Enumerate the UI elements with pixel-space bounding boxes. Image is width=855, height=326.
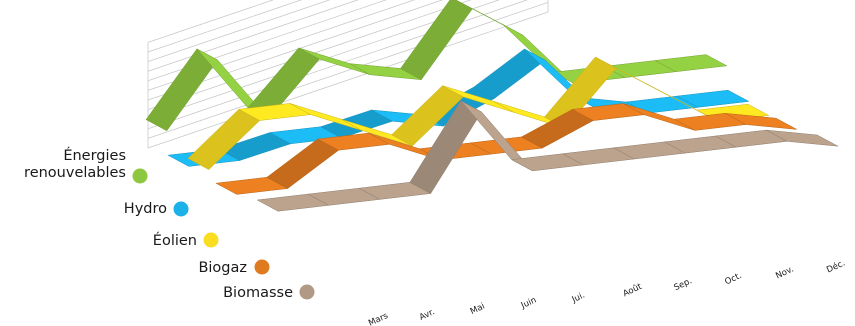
month-axis: MarsAvr.MaiJuinJui.AoûtSep.Oct.Nov.Déc.J… — [367, 257, 847, 326]
series-ribbon-3 — [215, 103, 797, 195]
ribbon-segment — [654, 54, 728, 72]
month-label: Avr. — [418, 307, 437, 323]
series-ribbon-0 — [145, 0, 728, 132]
month-label: Mars — [367, 311, 390, 326]
month-label: Jui. — [570, 291, 587, 306]
gridline — [147, 0, 444, 101]
month-label: Sep. — [673, 276, 694, 293]
legend-swatch — [132, 168, 148, 184]
legend-swatch — [173, 201, 189, 217]
gridline — [147, 0, 303, 53]
legend-swatch — [299, 284, 315, 300]
legend-label: renouvelables — [24, 165, 126, 181]
legend-label: Biomasse — [223, 285, 293, 301]
legend-label: Éolien — [153, 232, 197, 249]
gridline — [147, 11, 549, 149]
ribbon-segment — [766, 129, 839, 147]
month-label: Déc. — [825, 257, 847, 275]
gridline — [147, 0, 331, 62]
gridline — [147, 0, 529, 130]
ribbon-segment — [676, 89, 750, 108]
legend-item-3: Biogaz — [198, 259, 270, 276]
gridline — [147, 0, 359, 72]
series-ribbon-2 — [187, 56, 770, 170]
legend-item-1: Hydro — [124, 201, 189, 217]
gridline — [147, 0, 274, 43]
legend-swatch — [203, 232, 219, 248]
gridline — [147, 0, 472, 110]
month-label: Oct. — [723, 271, 743, 287]
gridline — [147, 0, 500, 120]
month-label: Juin — [519, 295, 538, 311]
legend-item-2: Éolien — [153, 232, 219, 249]
month-label: Août — [622, 282, 645, 300]
month-label: Nov. — [774, 264, 795, 281]
legend-label: Biogaz — [198, 260, 247, 276]
ribbon-segment — [400, 0, 473, 81]
legend-label: Hydro — [124, 201, 167, 217]
month-label: Mai — [469, 302, 487, 317]
series-ribbon-4 — [256, 100, 839, 212]
ribbon-segment — [724, 113, 797, 130]
series-ribbons — [145, 0, 839, 212]
legend-item-4: Biomasse — [223, 284, 315, 301]
gridline — [147, 0, 387, 82]
gridline — [147, 2, 549, 139]
legend-swatch — [254, 259, 270, 275]
legend-label: Énergies — [63, 147, 126, 164]
